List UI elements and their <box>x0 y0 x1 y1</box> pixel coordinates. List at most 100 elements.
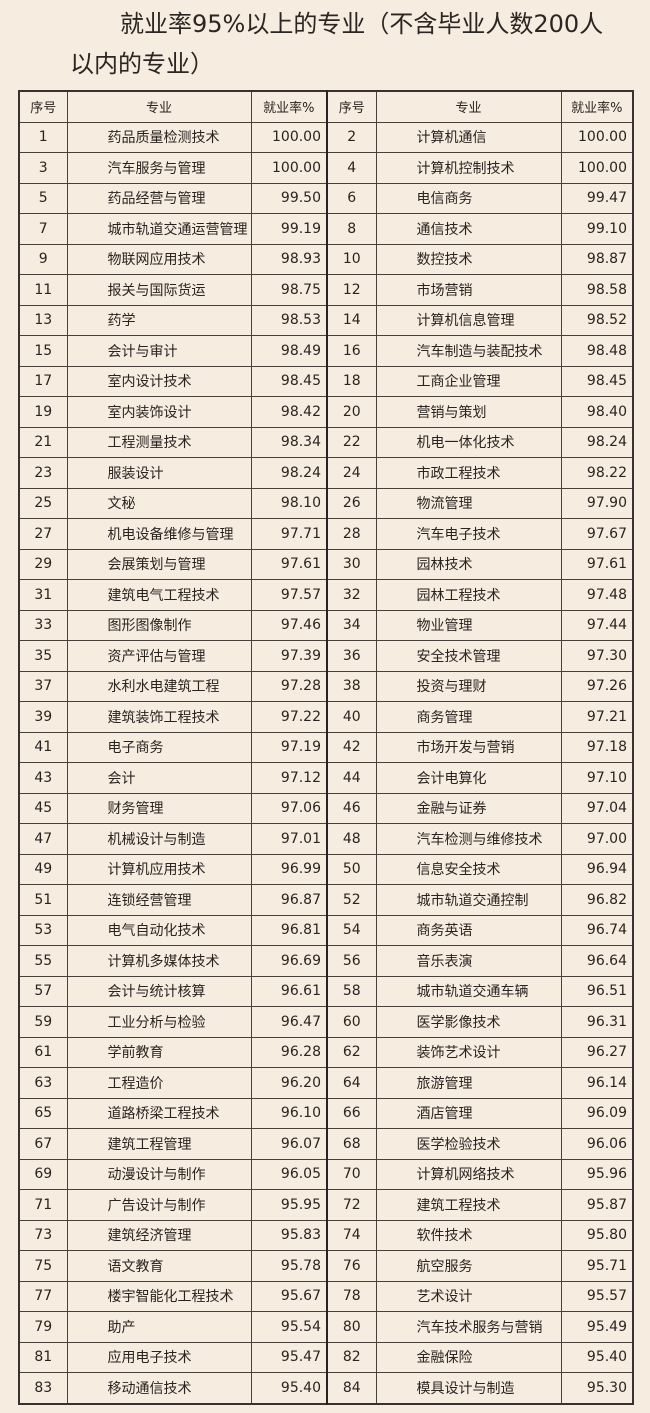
employment-rate: 98.53 <box>250 304 328 336</box>
table-row: 79 助产 95.54 80 汽车技术服务与营销 95.49 <box>18 1311 634 1343</box>
employment-rate: 96.06 <box>560 1128 634 1160</box>
table-row: 43 会计 97.12 44 会计电算化 97.10 <box>18 762 634 794</box>
employment-rate: 96.14 <box>560 1067 634 1099</box>
row-index: 38 <box>326 670 377 702</box>
employment-rate: 97.90 <box>560 487 634 519</box>
employment-rate: 100.00 <box>250 121 328 153</box>
employment-rate: 98.24 <box>560 426 634 458</box>
page-title: 就业率95%以上的专业（不含毕业人数200人 以内的专业） <box>70 4 630 84</box>
major-name: 计算机网络技术 <box>375 1158 562 1190</box>
table-row: 53 电气自动化技术 96.81 54 商务英语 96.74 <box>18 914 634 946</box>
major-name: 建筑工程技术 <box>375 1189 562 1221</box>
row-index: 75 <box>18 1250 68 1282</box>
employment-rate: 96.28 <box>250 1036 328 1068</box>
table-row: 41 电子商务 97.19 42 市场开发与营销 97.18 <box>18 731 634 763</box>
major-name: 市场开发与营销 <box>375 731 562 763</box>
major-name: 楼宇智能化工程技术 <box>66 1280 252 1312</box>
major-name: 机电设备维修与管理 <box>66 518 252 550</box>
major-name: 水利水电建筑工程 <box>66 670 252 702</box>
major-name: 电气自动化技术 <box>66 914 252 946</box>
row-index: 17 <box>18 365 68 397</box>
row-index: 76 <box>326 1250 377 1282</box>
table-row: 23 服装设计 98.24 24 市政工程技术 98.22 <box>18 457 634 489</box>
row-index: 22 <box>326 426 377 458</box>
row-index: 18 <box>326 365 377 397</box>
row-index: 4 <box>326 152 377 184</box>
major-name: 服装设计 <box>66 457 252 489</box>
major-name: 图形图像制作 <box>66 609 252 641</box>
table-row: 1 药品质量检测技术 100.00 2 计算机通信 100.00 <box>18 121 634 153</box>
row-index: 31 <box>18 579 68 611</box>
employment-rate: 97.10 <box>560 762 634 794</box>
row-index: 63 <box>18 1067 68 1099</box>
employment-rate: 97.44 <box>560 609 634 641</box>
major-name: 机电一体化技术 <box>375 426 562 458</box>
employment-rate: 98.34 <box>250 426 328 458</box>
row-index: 26 <box>326 487 377 519</box>
employment-rate: 98.52 <box>560 304 634 336</box>
major-name: 室内设计技术 <box>66 365 252 397</box>
title-line-1: 就业率95%以上的专业（不含毕业人数200人 <box>120 10 604 38</box>
major-name: 园林工程技术 <box>375 579 562 611</box>
employment-rate: 95.87 <box>560 1189 634 1221</box>
major-name: 汽车检测与维修技术 <box>375 823 562 855</box>
major-name: 语文教育 <box>66 1250 252 1282</box>
major-name: 计算机通信 <box>375 121 562 153</box>
table-row: 73 建筑经济管理 95.83 74 软件技术 95.80 <box>18 1219 634 1251</box>
major-name: 会计与审计 <box>66 335 252 367</box>
employment-rate: 96.69 <box>250 945 328 977</box>
row-index: 35 <box>18 640 68 672</box>
row-index: 34 <box>326 609 377 641</box>
major-name: 航空服务 <box>375 1250 562 1282</box>
employment-rate: 95.57 <box>560 1280 634 1312</box>
header-major: 专业 <box>66 90 252 123</box>
row-index: 84 <box>326 1372 377 1404</box>
table-row: 75 语文教育 95.78 76 航空服务 95.71 <box>18 1250 634 1282</box>
employment-rate: 97.06 <box>250 792 328 824</box>
row-index: 13 <box>18 304 68 336</box>
row-index: 79 <box>18 1311 68 1343</box>
row-index: 9 <box>18 243 68 275</box>
major-name: 汽车技术服务与营销 <box>375 1311 562 1343</box>
title-line-2: 以内的专业） <box>70 50 214 78</box>
row-index: 29 <box>18 548 68 580</box>
row-index: 21 <box>18 426 68 458</box>
major-name: 建筑经济管理 <box>66 1219 252 1251</box>
row-index: 69 <box>18 1158 68 1190</box>
major-name: 连锁经营管理 <box>66 884 252 916</box>
employment-rate: 97.19 <box>250 731 328 763</box>
table-row: 5 药品经营与管理 99.50 6 电信商务 99.47 <box>18 182 634 214</box>
row-index: 47 <box>18 823 68 855</box>
row-index: 48 <box>326 823 377 855</box>
row-index: 5 <box>18 182 68 214</box>
table-row: 57 会计与统计核算 96.61 58 城市轨道交通车辆 96.51 <box>18 975 634 1007</box>
major-name: 工业分析与检验 <box>66 1006 252 1038</box>
employment-rate: 96.10 <box>250 1097 328 1129</box>
major-name: 模具设计与制造 <box>375 1372 562 1404</box>
employment-rate: 98.42 <box>250 396 328 428</box>
employment-rate: 95.83 <box>250 1219 328 1251</box>
employment-rate: 97.61 <box>560 548 634 580</box>
employment-rate: 95.40 <box>560 1341 634 1373</box>
employment-rate: 100.00 <box>560 152 634 184</box>
major-name: 金融与证券 <box>375 792 562 824</box>
major-name: 计算机多媒体技术 <box>66 945 252 977</box>
employment-rate: 96.07 <box>250 1128 328 1160</box>
major-name: 物流管理 <box>375 487 562 519</box>
header-rate: 就业率% <box>250 90 328 123</box>
major-name: 营销与策划 <box>375 396 562 428</box>
employment-rate: 98.22 <box>560 457 634 489</box>
row-index: 73 <box>18 1219 68 1251</box>
row-index: 10 <box>326 243 377 275</box>
employment-rate: 98.49 <box>250 335 328 367</box>
table-row: 55 计算机多媒体技术 96.69 56 音乐表演 96.64 <box>18 945 634 977</box>
employment-rate: 99.47 <box>560 182 634 214</box>
major-name: 软件技术 <box>375 1219 562 1251</box>
major-name: 移动通信技术 <box>66 1372 252 1404</box>
table-row: 51 连锁经营管理 96.87 52 城市轨道交通控制 96.82 <box>18 884 634 916</box>
employment-rate: 97.46 <box>250 609 328 641</box>
employment-rate: 95.80 <box>560 1219 634 1251</box>
row-index: 61 <box>18 1036 68 1068</box>
table-row: 21 工程测量技术 98.34 22 机电一体化技术 98.24 <box>18 426 634 458</box>
major-name: 投资与理财 <box>375 670 562 702</box>
